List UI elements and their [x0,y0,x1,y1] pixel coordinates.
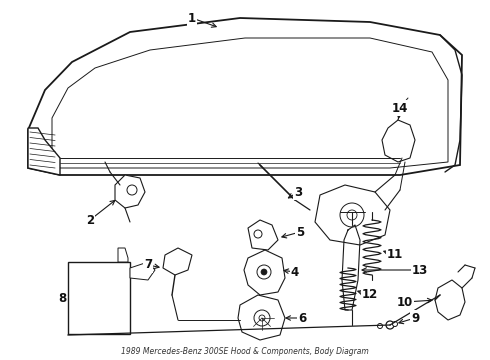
Polygon shape [244,250,285,295]
Circle shape [340,203,364,227]
Circle shape [127,185,137,195]
Text: 1: 1 [188,12,196,24]
Polygon shape [382,120,415,162]
Circle shape [261,269,267,275]
Text: 1989 Mercedes-Benz 300SE Hood & Components, Body Diagram: 1989 Mercedes-Benz 300SE Hood & Componen… [121,347,369,356]
Circle shape [386,321,394,329]
Polygon shape [248,220,278,250]
Polygon shape [130,262,155,280]
Text: 10: 10 [397,296,413,309]
Text: 9: 9 [411,311,419,324]
Polygon shape [238,295,285,340]
Polygon shape [118,248,128,262]
Text: 7: 7 [144,258,152,271]
Text: 13: 13 [412,264,428,276]
Circle shape [377,324,383,328]
Polygon shape [115,175,145,208]
Circle shape [257,265,271,279]
Text: 2: 2 [86,213,94,226]
Polygon shape [28,18,462,175]
Circle shape [254,230,262,238]
Text: 8: 8 [58,292,66,305]
Circle shape [254,310,270,326]
Polygon shape [315,185,390,245]
Polygon shape [163,248,192,275]
Polygon shape [435,280,465,320]
Text: 14: 14 [392,102,408,114]
Polygon shape [28,128,60,175]
Text: 6: 6 [298,311,306,324]
Text: 12: 12 [362,288,378,302]
Text: 5: 5 [296,225,304,239]
Text: 3: 3 [294,185,302,198]
Text: 11: 11 [387,248,403,261]
FancyBboxPatch shape [68,262,130,334]
Text: 4: 4 [291,266,299,279]
Circle shape [392,321,397,327]
